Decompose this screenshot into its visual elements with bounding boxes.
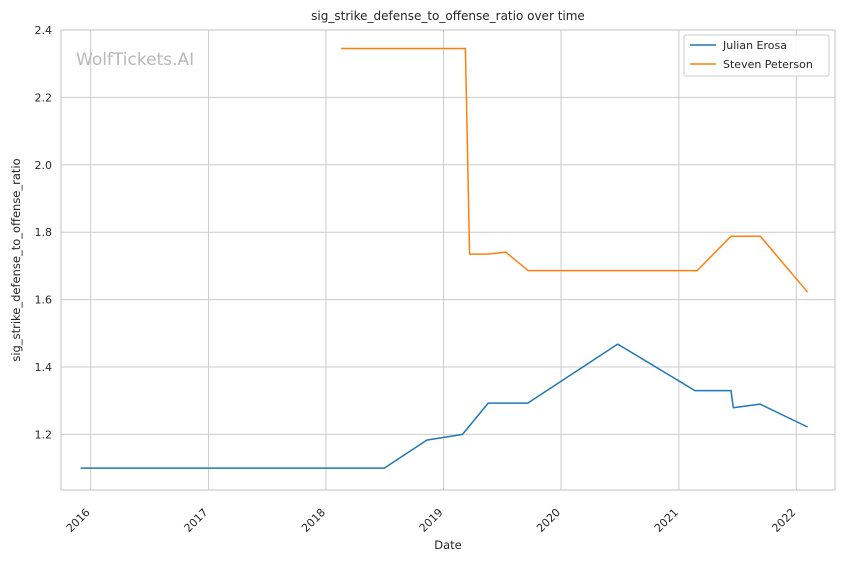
x-tick-label: 2018 (299, 506, 328, 535)
watermark-text: WolfTickets.AI (76, 50, 194, 70)
legend-label-julian-erosa: Julian Erosa (722, 39, 787, 52)
y-tick-label: 1.8 (35, 226, 53, 239)
legend: Julian Erosa Steven Peterson (683, 34, 830, 77)
x-tick-label: 2019 (417, 506, 446, 535)
x-tick-label: 2016 (64, 506, 93, 535)
x-tick-label: 2020 (534, 506, 563, 535)
x-axis-label: Date (434, 538, 462, 552)
y-tick-label: 2.2 (35, 91, 53, 104)
y-tick-label: 1.4 (35, 361, 53, 374)
y-tick-label: 2.0 (35, 159, 53, 172)
y-tick-label: 1.6 (35, 294, 53, 307)
y-axis-label: sig_strike_defense_to_offense_ratio (9, 158, 23, 361)
series-line-julian-erosa (80, 343, 808, 469)
y-tick-label: 2.4 (35, 24, 53, 37)
legend-box (683, 34, 830, 77)
plot-area-frame (60, 29, 836, 491)
x-axis-ticks: 2016 2017 2018 2019 2020 2021 2022 (64, 506, 799, 535)
chart-title: sig_strike_defense_to_offense_ratio over… (311, 9, 585, 23)
y-tick-label: 1.2 (35, 428, 53, 441)
legend-label-steven-peterson: Steven Peterson (723, 58, 813, 71)
grid (61, 29, 835, 490)
x-tick-label: 2017 (182, 506, 211, 535)
x-tick-label: 2022 (769, 506, 798, 535)
y-axis-ticks: 1.2 1.4 1.6 1.8 2.0 2.2 2.4 (35, 24, 53, 441)
series-line-steven-peterson (341, 47, 809, 293)
x-tick-label: 2021 (652, 506, 681, 535)
series-lines (80, 47, 809, 469)
